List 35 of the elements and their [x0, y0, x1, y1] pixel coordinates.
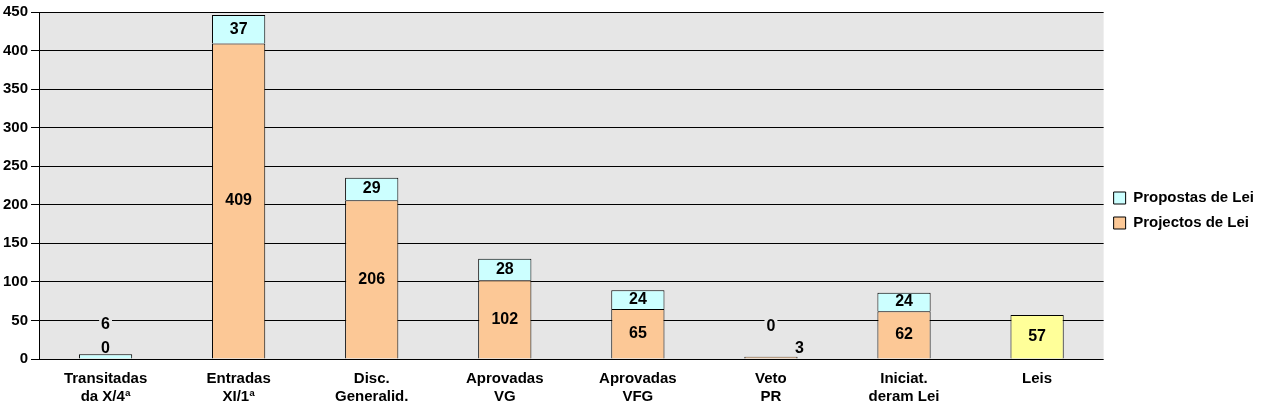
x-tick-label: Leis — [1022, 369, 1053, 387]
data-label: 57 — [1028, 327, 1047, 345]
data-label: 3 — [795, 338, 805, 356]
x-tick-label: Iniciat. deram Lei — [868, 369, 940, 405]
y-tick-label: 0 — [19, 349, 29, 367]
y-tick-label: 50 — [11, 310, 29, 328]
y-tick-label: 200 — [3, 194, 29, 212]
data-label: 0 — [101, 339, 111, 357]
data-label: 102 — [491, 309, 519, 327]
data-label: 409 — [225, 191, 253, 209]
y-tick-label: 400 — [3, 40, 29, 58]
data-label: 29 — [362, 179, 381, 197]
y-tick-label: 100 — [3, 272, 29, 290]
data-label: 62 — [895, 325, 914, 343]
data-label: 24 — [628, 290, 647, 308]
legend-label: Propostas de Lei — [1133, 188, 1255, 206]
x-tick-label: Aprovadas VFG — [599, 369, 677, 405]
data-label: 65 — [628, 324, 647, 342]
data-label: 37 — [229, 19, 248, 37]
data-label: 206 — [358, 269, 386, 287]
y-tick-label: 450 — [3, 2, 29, 20]
x-tick-label: Entradas XI/1ª — [206, 369, 271, 405]
y-tick-label: 300 — [3, 117, 29, 135]
x-tick-label: Disc. Generalid. — [335, 369, 409, 405]
data-label: 6 — [101, 314, 111, 332]
x-tick-label: Veto PR — [755, 369, 787, 405]
data-label: 28 — [495, 259, 514, 277]
y-tick-label: 250 — [3, 156, 29, 174]
y-tick-label: 150 — [3, 233, 29, 251]
data-label: 24 — [895, 292, 914, 310]
data-label: 0 — [766, 317, 776, 335]
y-tick-label: 350 — [3, 79, 29, 97]
x-tick-label: Transitadas da X/4ª — [63, 369, 148, 405]
x-tick-label: Aprovadas VG — [466, 369, 544, 405]
legend-label: Projectos de Lei — [1133, 213, 1250, 231]
